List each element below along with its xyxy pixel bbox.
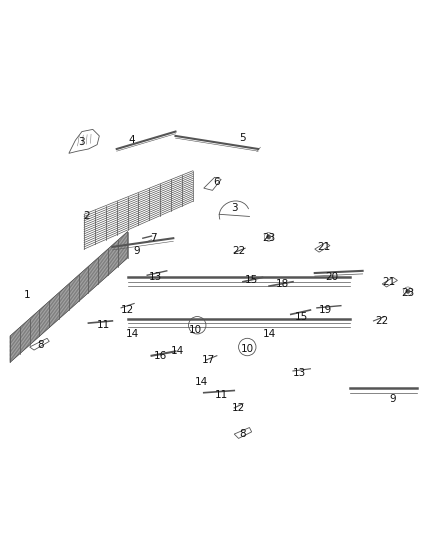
Text: 7: 7 [150, 233, 157, 243]
Text: 20: 20 [325, 272, 339, 282]
Text: 8: 8 [37, 340, 44, 350]
Text: 13: 13 [149, 272, 162, 282]
Circle shape [406, 289, 410, 294]
Circle shape [266, 235, 271, 239]
Text: 8: 8 [240, 429, 246, 439]
Text: 12: 12 [121, 305, 134, 315]
Text: 23: 23 [402, 288, 415, 297]
Text: 13: 13 [293, 368, 306, 378]
Text: 1: 1 [24, 290, 31, 300]
Text: 22: 22 [232, 246, 245, 256]
Text: 11: 11 [97, 320, 110, 330]
Text: 23: 23 [262, 233, 276, 243]
Text: 14: 14 [125, 329, 138, 339]
Text: 9: 9 [133, 246, 140, 256]
Text: 14: 14 [262, 329, 276, 339]
Text: 10: 10 [188, 325, 201, 335]
Text: 19: 19 [319, 305, 332, 315]
Text: 15: 15 [295, 312, 308, 321]
Text: 17: 17 [201, 355, 215, 365]
Text: 16: 16 [154, 351, 167, 361]
Text: 12: 12 [232, 403, 245, 413]
Text: 3: 3 [231, 203, 237, 213]
Text: 18: 18 [276, 279, 289, 289]
Text: 14: 14 [171, 346, 184, 357]
Text: 10: 10 [241, 344, 254, 354]
Text: 2: 2 [83, 212, 89, 221]
Text: 5: 5 [240, 133, 246, 143]
Text: 22: 22 [375, 316, 389, 326]
Text: 15: 15 [245, 274, 258, 285]
Text: 11: 11 [215, 390, 228, 400]
Text: 3: 3 [78, 138, 85, 148]
Text: 9: 9 [390, 394, 396, 404]
Text: 21: 21 [382, 277, 396, 287]
Text: 14: 14 [195, 377, 208, 387]
Text: 6: 6 [213, 176, 220, 187]
Text: 4: 4 [129, 135, 135, 146]
Text: 21: 21 [317, 242, 330, 252]
